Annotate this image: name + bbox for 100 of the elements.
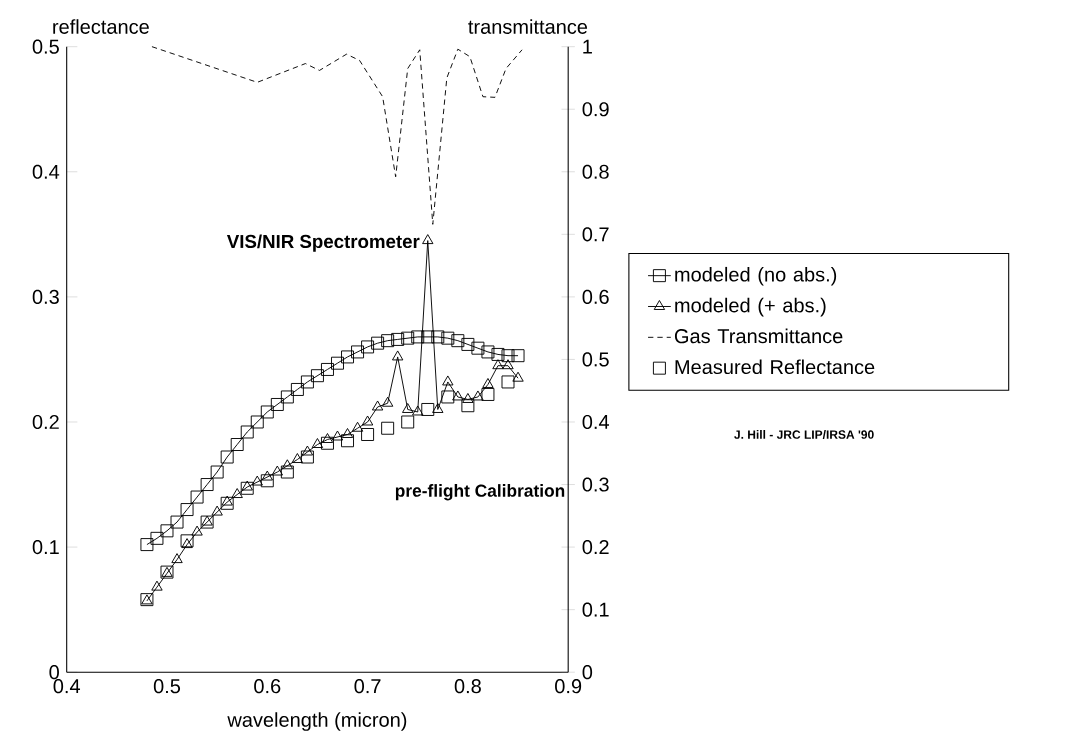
point bbox=[421, 330, 435, 344]
point bbox=[331, 430, 344, 441]
x-tick-label: 0.7 bbox=[354, 679, 381, 694]
annotation: pre-flight Calibration bbox=[395, 484, 565, 501]
point bbox=[481, 387, 495, 401]
point bbox=[481, 345, 495, 359]
point bbox=[461, 399, 475, 413]
point bbox=[461, 337, 475, 351]
point bbox=[341, 350, 354, 364]
point bbox=[431, 330, 445, 344]
y2-tick-label: 1 bbox=[583, 39, 592, 54]
point bbox=[402, 402, 414, 413]
point bbox=[411, 330, 425, 344]
point bbox=[351, 345, 365, 359]
y-tick-label: 0 bbox=[49, 665, 59, 680]
point bbox=[190, 490, 204, 504]
point bbox=[482, 377, 494, 388]
point bbox=[220, 450, 234, 464]
point bbox=[260, 474, 274, 488]
point bbox=[171, 553, 183, 563]
x-tick-label: 0.9 bbox=[555, 679, 582, 694]
legend-label: Measured Reflectance bbox=[675, 359, 875, 374]
point bbox=[231, 487, 243, 498]
line-series bbox=[151, 46, 523, 225]
x-tick-label: 0.5 bbox=[153, 679, 181, 694]
point bbox=[221, 495, 233, 506]
text: J. Hill - JRC LIP/IRSA '90 bbox=[734, 429, 874, 439]
point bbox=[422, 234, 434, 244]
point bbox=[210, 465, 224, 479]
y2-tick-label: 0.8 bbox=[582, 164, 609, 179]
point bbox=[501, 349, 515, 363]
y2-axis-title: transmittance bbox=[468, 19, 588, 34]
point bbox=[300, 375, 314, 389]
point bbox=[392, 350, 404, 361]
point bbox=[502, 359, 514, 370]
point bbox=[442, 375, 454, 386]
point bbox=[241, 480, 253, 491]
point bbox=[381, 334, 395, 348]
point bbox=[412, 405, 424, 416]
x-tick-label: 0.6 bbox=[254, 679, 281, 694]
point bbox=[260, 405, 274, 419]
point bbox=[220, 496, 234, 510]
point bbox=[361, 427, 375, 441]
point bbox=[432, 402, 444, 413]
point bbox=[250, 415, 264, 429]
point bbox=[371, 336, 385, 350]
point bbox=[511, 349, 525, 363]
point bbox=[421, 402, 435, 416]
point bbox=[140, 538, 154, 551]
point bbox=[492, 359, 504, 370]
y2-tick-label: 0.3 bbox=[582, 477, 609, 492]
y2-tick-label: 0.6 bbox=[582, 289, 609, 304]
point bbox=[321, 362, 334, 376]
point bbox=[180, 534, 194, 548]
point bbox=[310, 369, 324, 383]
point bbox=[170, 515, 184, 529]
x-axis-title: wavelength (micron) bbox=[227, 712, 407, 731]
y2-tick-label: 0.4 bbox=[582, 414, 610, 429]
point bbox=[280, 390, 294, 404]
y-tick-label: 0.1 bbox=[32, 539, 59, 555]
point bbox=[381, 421, 395, 435]
point bbox=[160, 524, 174, 538]
point bbox=[301, 445, 314, 456]
legend-label: modeled (no abs.) bbox=[675, 266, 837, 286]
point bbox=[361, 415, 374, 426]
y2-tick-label: 0 bbox=[582, 665, 593, 680]
point bbox=[150, 531, 164, 545]
point bbox=[401, 331, 415, 345]
point bbox=[300, 450, 314, 464]
y2-tick-label: 0.1 bbox=[582, 602, 609, 617]
point bbox=[240, 425, 254, 439]
point bbox=[391, 332, 405, 346]
point bbox=[290, 382, 304, 396]
point bbox=[471, 341, 485, 355]
y2-tick-label: 0.5 bbox=[582, 352, 609, 367]
point bbox=[281, 459, 294, 470]
point bbox=[230, 437, 244, 451]
y2-tick-label: 0.2 bbox=[582, 539, 609, 555]
point bbox=[240, 481, 254, 495]
point bbox=[351, 421, 364, 432]
point bbox=[151, 580, 163, 591]
x-tick-label: 0.8 bbox=[454, 679, 481, 694]
y-tick-label: 0.3 bbox=[32, 289, 59, 304]
point bbox=[491, 347, 505, 361]
point bbox=[501, 375, 515, 389]
point bbox=[211, 505, 223, 516]
point bbox=[451, 334, 465, 348]
point bbox=[180, 502, 194, 516]
y-tick-label: 0.5 bbox=[32, 39, 59, 54]
legend-label: Gas Transmittance bbox=[674, 328, 843, 344]
point bbox=[381, 396, 394, 407]
point bbox=[200, 477, 214, 491]
point bbox=[261, 470, 273, 481]
y2-tick-label: 0.9 bbox=[582, 102, 609, 117]
point bbox=[271, 465, 283, 476]
point bbox=[191, 525, 203, 536]
legend-label: modeled (+ abs.) bbox=[675, 297, 826, 317]
point bbox=[441, 390, 455, 404]
point bbox=[341, 434, 354, 448]
point bbox=[361, 340, 375, 354]
